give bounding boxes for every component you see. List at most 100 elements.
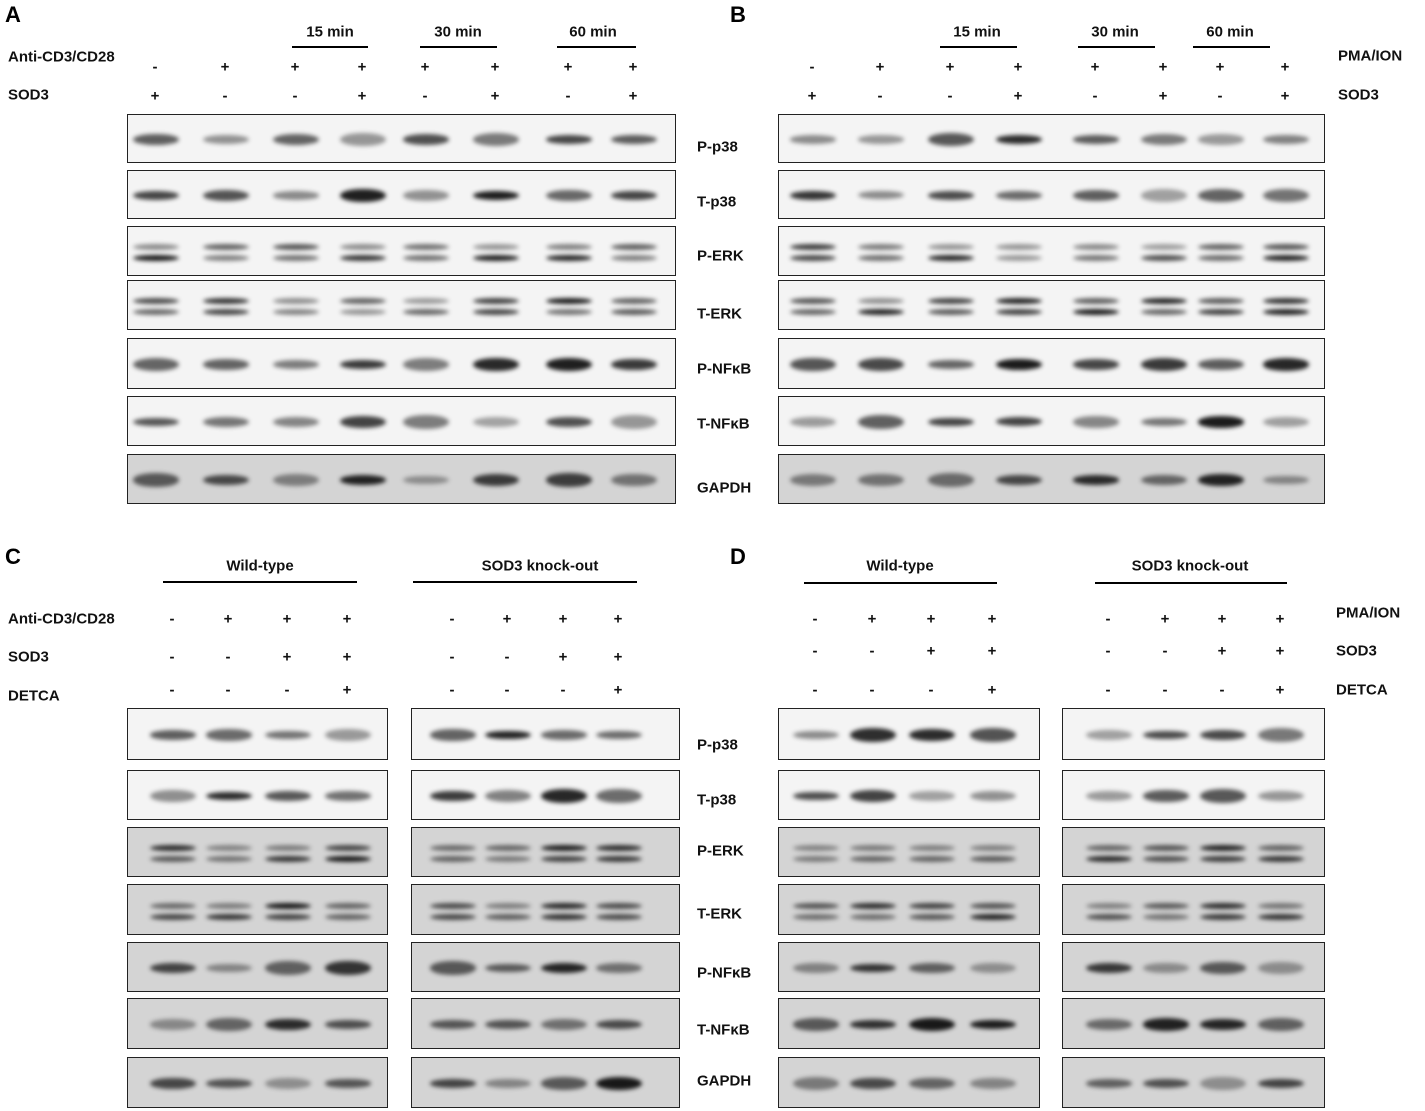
blot: [127, 114, 676, 163]
band: [1258, 1018, 1304, 1031]
band: [793, 730, 839, 739]
blot: [411, 998, 680, 1049]
band: [133, 298, 179, 304]
band: [541, 856, 587, 862]
group-label: Wild-type: [866, 557, 934, 575]
band: [858, 415, 904, 429]
condition-sign: +: [563, 58, 573, 76]
band: [1200, 789, 1246, 803]
band: [909, 728, 955, 742]
band: [340, 360, 386, 369]
band: [273, 473, 319, 487]
condition-label: PMA/ION: [1336, 604, 1401, 622]
band: [850, 913, 896, 920]
band: [970, 728, 1016, 742]
condition-label: SOD3: [1338, 86, 1379, 104]
band: [325, 1020, 371, 1029]
band: [403, 415, 449, 429]
blot: [778, 1057, 1040, 1108]
band: [206, 902, 252, 909]
band: [928, 309, 974, 315]
band: [541, 845, 587, 851]
band: [928, 473, 974, 487]
band: [485, 730, 531, 740]
band: [1141, 358, 1187, 371]
band: [430, 729, 476, 741]
band: [596, 730, 642, 740]
band: [858, 255, 904, 261]
condition-sign: -: [869, 681, 875, 699]
condition-sign: +: [987, 642, 997, 660]
condition-sign: +: [1275, 610, 1285, 628]
band: [1143, 1018, 1189, 1031]
band: [611, 309, 657, 315]
condition-sign: +: [867, 610, 877, 628]
condition-sign: +: [490, 58, 500, 76]
band: [473, 309, 519, 315]
band: [1073, 190, 1119, 201]
band: [150, 730, 196, 740]
band: [850, 845, 896, 851]
band: [430, 1079, 476, 1088]
band: [909, 913, 955, 920]
band: [970, 791, 1016, 801]
band: [970, 1019, 1016, 1030]
band: [133, 255, 179, 261]
condition-sign: +: [926, 642, 936, 660]
blot-label: T-p38: [697, 791, 737, 809]
band: [611, 255, 657, 261]
condition-sign: -: [1105, 642, 1111, 660]
band: [430, 845, 476, 851]
band: [203, 416, 249, 428]
band: [996, 358, 1042, 371]
band: [1073, 359, 1119, 370]
band: [1263, 244, 1309, 250]
band: [546, 135, 592, 144]
group-label: SOD3 knock-out: [1131, 557, 1249, 575]
condition-sign: -: [504, 648, 510, 666]
group-rule: [292, 46, 368, 48]
condition-sign: +: [220, 58, 230, 76]
band: [996, 474, 1042, 486]
time-label: 60 min: [569, 23, 617, 41]
band: [485, 845, 531, 851]
band: [541, 1077, 587, 1090]
band: [928, 133, 974, 146]
blot: [127, 708, 388, 760]
condition-sign: +: [1013, 87, 1023, 105]
blot: [778, 396, 1325, 446]
band: [1198, 134, 1244, 145]
band: [1073, 255, 1119, 261]
group-rule: [804, 582, 997, 584]
condition-sign: -: [225, 648, 231, 666]
band: [1141, 298, 1187, 304]
blot: [778, 170, 1325, 219]
band: [1141, 255, 1187, 261]
condition-sign: -: [449, 610, 455, 628]
band: [1141, 309, 1187, 315]
band: [485, 963, 531, 973]
condition-sign: +: [502, 610, 512, 628]
band: [596, 913, 642, 920]
band: [996, 417, 1042, 427]
condition-sign: +: [987, 681, 997, 699]
band: [596, 902, 642, 909]
band: [265, 1018, 311, 1031]
blot: [778, 942, 1040, 992]
blot: [127, 338, 676, 389]
band: [996, 255, 1042, 261]
time-label: 30 min: [1091, 23, 1139, 41]
band: [546, 309, 592, 315]
condition-sign: -: [169, 610, 175, 628]
band: [403, 309, 449, 315]
blot: [411, 708, 680, 760]
band: [858, 309, 904, 315]
band: [1258, 856, 1304, 862]
band: [790, 135, 836, 144]
band: [340, 309, 386, 315]
band: [1143, 1078, 1189, 1089]
band: [403, 358, 449, 371]
group-rule: [420, 46, 497, 48]
band: [996, 309, 1042, 315]
band: [340, 255, 386, 261]
